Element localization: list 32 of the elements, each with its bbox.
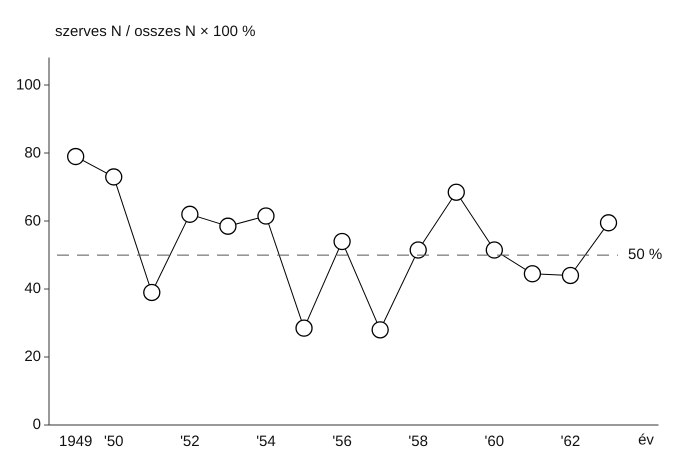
x-tick-label: '54 [256, 433, 276, 450]
point [524, 265, 542, 282]
x-tick-label: '56 [332, 433, 352, 450]
point [372, 321, 389, 338]
point [410, 241, 427, 259]
point [333, 232, 351, 250]
point [105, 168, 122, 186]
y-tick-label: 80 [24, 144, 42, 162]
point [562, 266, 580, 284]
x-axis-title: év [638, 432, 654, 449]
point [448, 184, 465, 201]
point [143, 284, 160, 302]
ref-line-label: 50 % [628, 246, 662, 264]
point [486, 241, 503, 259]
y-tick-label: 100 [16, 76, 42, 94]
x-tick-label: '52 [180, 433, 200, 450]
x-tick-label: '50 [104, 433, 124, 450]
x-tick-label: '60 [484, 433, 504, 450]
point [181, 206, 198, 223]
point [67, 148, 84, 166]
point [600, 214, 618, 232]
point [257, 207, 275, 225]
y-tick-label: 40 [24, 280, 42, 298]
y-tick-label: 0 [32, 416, 42, 434]
x-tick-label: '58 [408, 433, 428, 450]
y-tick-label: 60 [24, 212, 42, 230]
y-tick-label: 20 [24, 348, 42, 366]
x-tick-label: 1949 [58, 433, 92, 450]
x-tick-label: '62 [560, 433, 580, 450]
point [295, 320, 313, 337]
y-axis-title: szerves N / osszes N × 100 % [55, 23, 256, 40]
point [219, 218, 237, 235]
